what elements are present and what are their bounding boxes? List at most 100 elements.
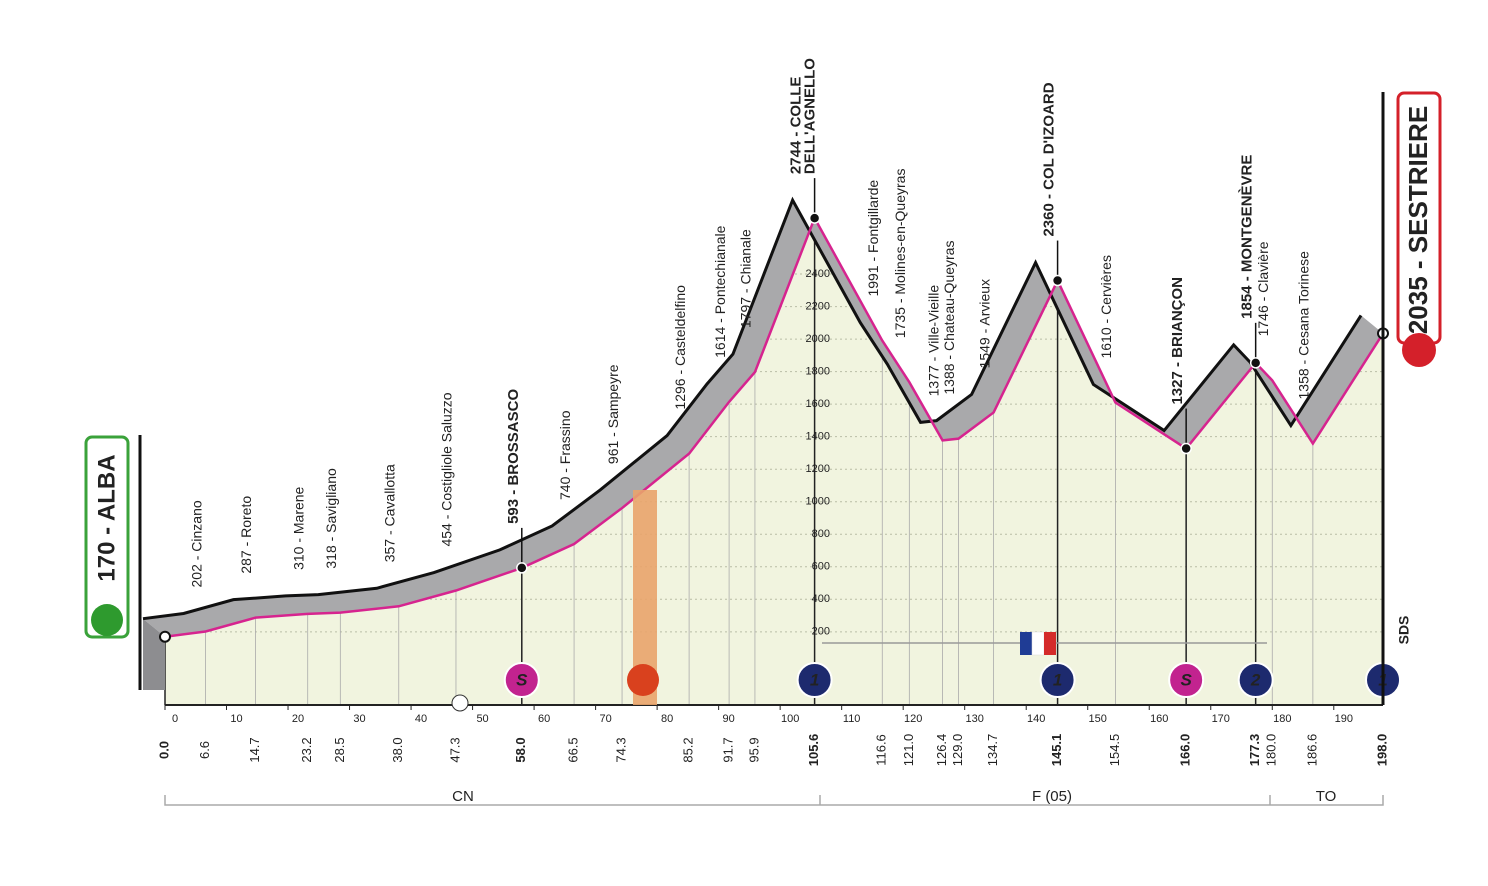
place-label: 202 - Cinzano [188, 500, 204, 587]
x-tick-label: 90 [723, 713, 735, 725]
y-tick-label: 2400 [806, 268, 830, 280]
km-label: 85.2 [681, 737, 696, 762]
region-label: F (05) [1032, 788, 1072, 805]
km-label: 116.6 [874, 734, 889, 766]
start-icon [91, 604, 123, 636]
place-label: 1735 - Molines-en-Queyras [892, 169, 908, 339]
marker-icon [796, 662, 833, 698]
region-bracket [164, 795, 1384, 806]
place-label: 1388 - Chateau-Queyras [941, 241, 957, 395]
marker-icon [1039, 662, 1076, 698]
place-label: 1797 - Chianale [738, 229, 754, 328]
km-label: 38.0 [390, 737, 405, 762]
place-label: 318 - Savigliano [323, 468, 339, 569]
region-label: TO [1316, 788, 1337, 805]
y-tick-label: 2000 [806, 333, 830, 345]
start-label: 170 - ALBA [93, 454, 120, 581]
km-label: 129.0 [950, 734, 965, 767]
place-label: 740 - Frassino [557, 410, 573, 500]
x-tick-label: 40 [415, 713, 427, 725]
profile-layer: 2004006008001000120014001600180020002200… [142, 58, 1401, 767]
marker-icon [503, 662, 540, 698]
flag-blue [1020, 632, 1032, 655]
x-tick-label: 10 [230, 713, 242, 725]
x-tick-label: 100 [781, 713, 799, 725]
x-tick-label: 30 [353, 713, 365, 725]
km-label: 186.6 [1304, 734, 1319, 767]
marker-label: S [1180, 670, 1192, 689]
marker-label: S [516, 670, 528, 689]
x-tick-label: 70 [599, 713, 611, 725]
x-tick-label: 130 [966, 713, 984, 725]
x-tick-label: 0 [172, 713, 178, 725]
point [808, 212, 821, 224]
y-tick-label: 1000 [806, 496, 830, 508]
place-label: 454 - Costigliole Saluzzo [439, 392, 455, 546]
point [516, 562, 528, 574]
place-label: 593 - BROSSASCO [505, 389, 522, 524]
point [1249, 357, 1262, 369]
x-tick-label: 190 [1335, 713, 1353, 725]
x-tick-label: 20 [292, 713, 304, 725]
place-label: 1854 - MONTGENÈVRE [1239, 155, 1256, 319]
place-label: 1327 - BRIANÇON [1169, 277, 1186, 405]
km-label: 28.5 [332, 737, 347, 762]
km-label: 74.3 [613, 737, 628, 762]
marker-icon [1168, 662, 1205, 698]
finish-icon [1402, 333, 1436, 367]
place-label: 287 - Roreto [238, 496, 254, 574]
flag-white [1031, 631, 1045, 656]
marker-icon [1237, 662, 1274, 698]
place-label: 961 - Sampeyre [605, 364, 621, 464]
x-tick-label: 140 [1027, 713, 1045, 725]
place-label-line: 2744 - COLLE [788, 77, 805, 175]
place-label: 1614 - Pontechianale [712, 225, 728, 358]
start-box [84, 435, 130, 639]
place-label-line: DELL'AGNELLO [802, 58, 819, 174]
y-tick-label: 2200 [806, 300, 830, 312]
profile-line [164, 215, 1385, 638]
y-tick-label: 800 [812, 528, 830, 540]
x-tick-label: 150 [1089, 713, 1107, 725]
km-label: 177.3 [1247, 734, 1262, 767]
x-tick-label: 180 [1273, 713, 1291, 725]
marker-label: 1 [810, 670, 819, 689]
feed-icon [627, 664, 659, 696]
km-label: 6.6 [197, 741, 212, 759]
km-label: 145.1 [1049, 734, 1064, 767]
km-label: 95.9 [746, 737, 761, 762]
marker-label: 2 [1250, 670, 1261, 689]
region-label: CN [452, 788, 474, 805]
km-label: 105.6 [806, 734, 821, 767]
logo: SDS [1396, 616, 1412, 645]
x-tick-label: 120 [904, 713, 922, 725]
point [1051, 274, 1064, 287]
place-label: 2360 - COL D'IZOARD [1041, 82, 1058, 236]
point [159, 630, 171, 643]
place-label: 1377 - Ville-Vieille [925, 285, 941, 397]
place-label: 1549 - Arvieux [976, 279, 992, 369]
y-tick-label: 1400 [806, 431, 830, 443]
km-label: 180.0 [1264, 734, 1279, 767]
point [1180, 442, 1192, 455]
km-label: 58.0 [513, 737, 528, 762]
km-label: 66.5 [566, 737, 581, 762]
marker-label: 1 [1053, 670, 1062, 689]
place-label: 1610 - Cervières [1098, 255, 1114, 359]
km-label: 134.7 [985, 734, 1000, 767]
place-label: 1296 - Casteldelfino [672, 285, 688, 410]
x-tick-label: 110 [843, 713, 861, 725]
x-tick-label: 160 [1150, 713, 1168, 725]
place-label: 310 - Marene [290, 486, 306, 569]
km-label: 198.0 [1374, 734, 1389, 767]
profile-band [143, 200, 1383, 637]
place-label: 2744 - COLLEDELL'AGNELLO [788, 58, 819, 174]
flag-red [1044, 632, 1056, 655]
place-label: 1746 - Clavière [1255, 241, 1271, 336]
x-tick-label: 170 [1212, 713, 1230, 725]
place-label: 1991 - Fontgillarde [865, 180, 881, 297]
finish-label: 2035 - SESTRIERE [1403, 106, 1433, 334]
rail-icon [451, 694, 469, 712]
x-tick-label: 80 [661, 713, 673, 725]
